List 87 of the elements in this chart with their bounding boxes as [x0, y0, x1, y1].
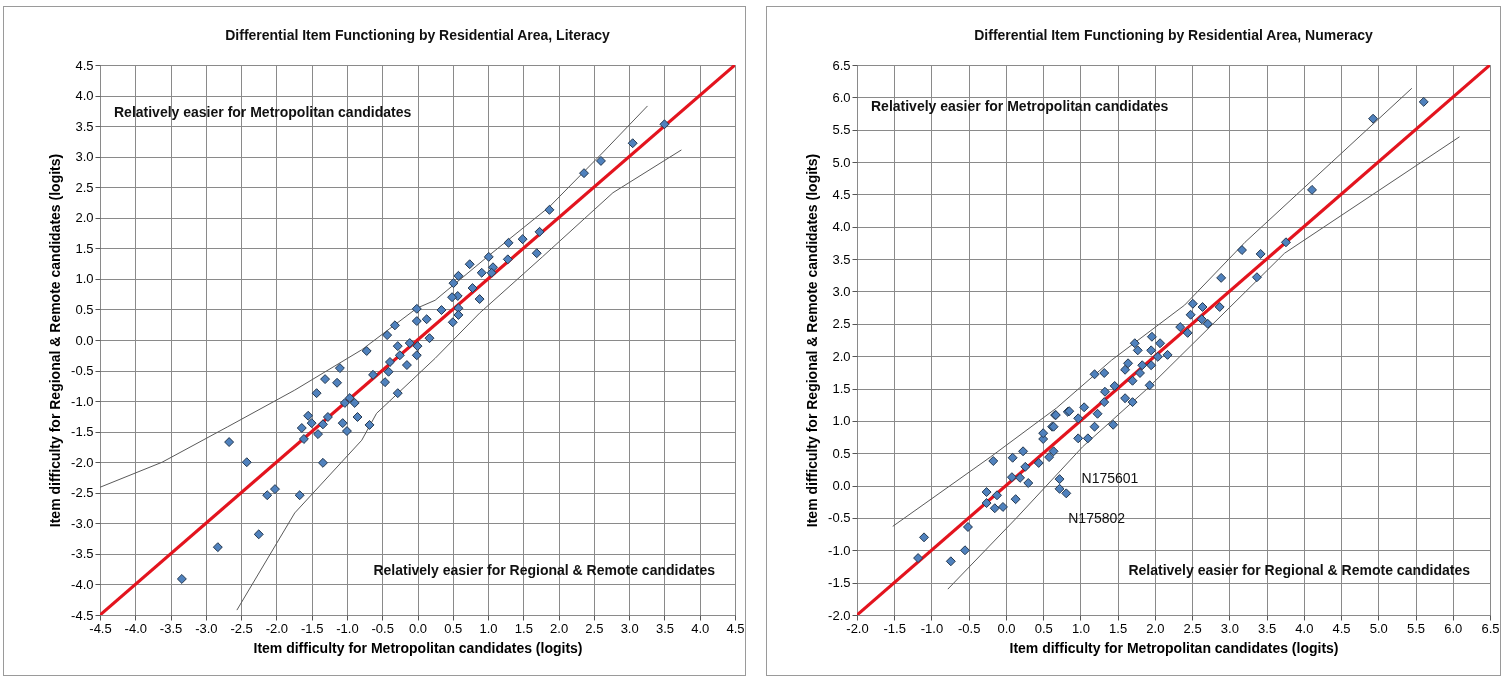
y-tick-label: -2.0 — [828, 607, 851, 623]
x-axis-title: Item difficulty for Metropolitan candidates (logits) — [253, 639, 583, 656]
x-tick-label: -1.5 — [883, 620, 906, 636]
x-tick-label: 6.0 — [1444, 620, 1463, 636]
y-tick-label: -3.0 — [71, 515, 94, 531]
x-tick-label: 6.5 — [1481, 620, 1500, 636]
x-tick-label: 4.0 — [691, 620, 710, 636]
x-tick-label: 4.0 — [1295, 620, 1314, 636]
y-tick-label: 4.5 — [832, 186, 851, 202]
x-tick-label: 3.0 — [1220, 620, 1239, 636]
x-tick-label: 1.5 — [1109, 620, 1128, 636]
x-tick-label: -4.5 — [89, 620, 112, 636]
y-tick-label: 4.0 — [832, 219, 851, 235]
x-tick-label: 3.0 — [620, 620, 639, 636]
x-tick-label: -2.0 — [265, 620, 289, 636]
x-tick-label: 3.5 — [655, 620, 674, 636]
x-tick-label: 0.0 — [997, 620, 1016, 636]
y-tick-label: 1.0 — [75, 271, 94, 287]
y-tick-label: -3.5 — [71, 546, 94, 562]
chart-title: Differential Item Functioning by Residential Area, Literacy — [225, 27, 610, 43]
annotation: Relatively easier for Metropolitan candidates — [871, 98, 1169, 114]
y-tick-label: -1.5 — [828, 575, 851, 591]
y-tick-label: 3.0 — [832, 283, 851, 299]
y-tick-label: -0.5 — [71, 363, 94, 379]
y-tick-label: 0.5 — [832, 445, 851, 461]
x-tick-label: -3.0 — [195, 620, 218, 636]
y-tick-label: 1.5 — [75, 240, 94, 256]
annotation: N175802 — [1068, 510, 1126, 527]
y-tick-label: 2.0 — [832, 348, 851, 364]
x-tick-label: 0.5 — [1034, 620, 1053, 636]
x-tick-label: 2.0 — [1146, 620, 1165, 636]
x-tick-label: 5.0 — [1369, 620, 1388, 636]
annotation: N175601 — [1081, 470, 1139, 487]
x-axis-title: Item difficulty for Metropolitan candidates (logits) — [1009, 639, 1339, 656]
x-tick-label: 1.5 — [514, 620, 533, 636]
y-tick-label: -0.5 — [828, 510, 851, 526]
y-tick-label: 4.0 — [75, 88, 94, 104]
x-tick-label: -0.5 — [958, 620, 981, 636]
y-tick-label: -4.0 — [71, 576, 94, 592]
x-tick-label: -1.5 — [300, 620, 324, 636]
x-tick-label: -1.0 — [336, 620, 359, 636]
x-tick-label: 1.0 — [1071, 620, 1090, 636]
y-tick-label: -1.0 — [828, 542, 851, 558]
x-tick-label: 0.5 — [444, 620, 463, 636]
x-tick-label: -2.0 — [846, 620, 869, 636]
y-tick-label: -4.5 — [71, 607, 94, 623]
x-tick-label: 0.0 — [408, 620, 428, 636]
x-tick-label: -4.0 — [124, 620, 147, 636]
y-tick-label: 1.0 — [832, 413, 851, 429]
y-tick-label: 1.5 — [832, 381, 851, 397]
x-tick-label: -2.5 — [230, 620, 253, 636]
y-tick-label: 5.0 — [832, 154, 851, 170]
y-tick-label: 0.0 — [832, 478, 851, 494]
x-tick-label: 3.5 — [1258, 620, 1277, 636]
chart-title: Differential Item Functioning by Residential Area, Numeracy — [974, 27, 1373, 43]
y-tick-label: -1.0 — [71, 393, 94, 409]
y-tick-label: 6.5 — [832, 57, 851, 73]
annotation: Relatively easier for Regional & Remote candidates — [1128, 562, 1471, 578]
y-axis-title: Item difficulty for Regional & Remote candidates (logits) — [804, 153, 821, 528]
y-tick-label: 6.0 — [832, 89, 851, 105]
y-tick-label: 0.5 — [75, 301, 94, 317]
annotation: Relatively easier for Regional & Remote candidates — [373, 562, 716, 578]
x-tick-label: 1.0 — [479, 620, 498, 636]
x-tick-label: 4.5 — [1332, 620, 1351, 636]
x-tick-label: -0.5 — [371, 620, 394, 636]
y-tick-label: 2.5 — [75, 179, 94, 195]
y-tick-label: 3.5 — [75, 118, 94, 134]
x-tick-label: 4.5 — [726, 620, 745, 636]
y-tick-label: -2.5 — [71, 485, 94, 501]
y-tick-label: -1.5 — [71, 424, 94, 440]
y-tick-label: 2.5 — [832, 316, 851, 332]
y-tick-label: 3.5 — [832, 251, 851, 267]
x-tick-label: 2.5 — [585, 620, 604, 636]
y-tick-label: 2.0 — [75, 210, 94, 226]
x-tick-label: -1.0 — [920, 620, 944, 636]
y-tick-label: 5.5 — [832, 122, 851, 138]
x-tick-label: -3.5 — [159, 620, 183, 636]
y-tick-label: 4.5 — [75, 57, 94, 73]
x-tick-label: 2.0 — [550, 620, 569, 636]
y-tick-label: -2.0 — [71, 454, 94, 470]
y-tick-label: 3.0 — [75, 149, 94, 165]
y-tick-label: 0.0 — [75, 332, 94, 348]
y-axis-title: Item difficulty for Regional & Remote candidates (logits) — [47, 153, 64, 528]
annotation: Relatively easier for Metropolitan candidates — [114, 104, 412, 120]
x-tick-label: 5.5 — [1406, 620, 1426, 636]
x-tick-label: 2.5 — [1183, 620, 1202, 636]
line-series — [100, 105, 649, 488]
